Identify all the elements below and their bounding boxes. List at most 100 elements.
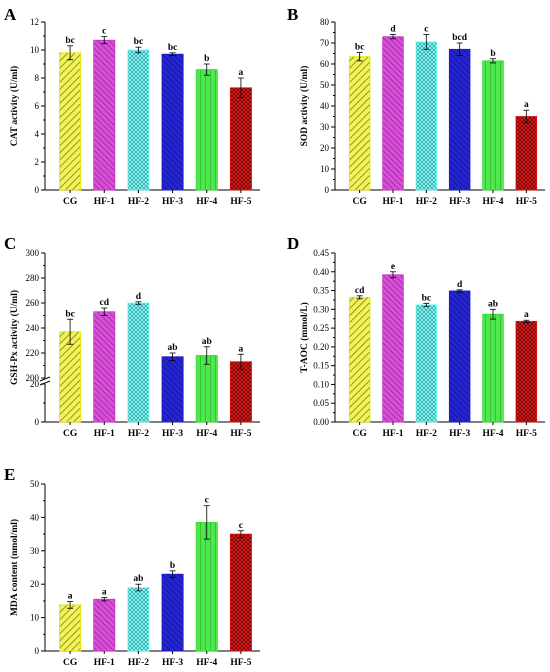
y-tick-label: 0.40 [313, 267, 329, 277]
significance-label: a [524, 310, 529, 320]
y-tick-label: 12 [30, 17, 39, 27]
panel-letter: A [4, 5, 17, 24]
y-tick-label: 0.15 [313, 361, 329, 371]
significance-label: a [239, 344, 244, 354]
bar-hf-1 [93, 311, 116, 423]
y-axis-label: SOD activity (U/ml) [299, 66, 310, 147]
significance-label: b [490, 49, 495, 59]
x-tick-label: CG [63, 429, 78, 439]
y-tick-label: 20 [30, 579, 40, 589]
significance-label: b [170, 561, 175, 571]
bar-hf-4 [195, 355, 218, 423]
y-tick-label: 0.20 [313, 342, 329, 352]
bar-cg [348, 56, 371, 191]
x-tick-label: HF-4 [482, 429, 503, 439]
y-axis-label: GSH-Px activity (U/ml) [9, 290, 20, 385]
y-tick-label: 0.45 [313, 248, 329, 258]
y-tick-label: 40 [30, 512, 40, 522]
bar-cg [59, 52, 82, 191]
y-tick-label: 10 [30, 45, 40, 55]
x-tick-label: HF-1 [94, 429, 115, 439]
x-tick-label: HF-2 [128, 197, 149, 207]
significance-label: bc [65, 36, 75, 46]
panel-d: 0.00 0.05 0.10 0.15 0.20 0.25 0.30 0.35 0.40 0.45… [287, 234, 545, 439]
bar-hf-3 [448, 290, 471, 423]
significance-label: bc [168, 43, 178, 53]
axis-break-mark [39, 376, 51, 382]
bar-hf-2 [127, 587, 150, 652]
y-tick-label: 6 [35, 101, 40, 111]
significance-label: e [391, 262, 395, 272]
bar-cg [59, 331, 82, 423]
x-tick-label: HF-2 [128, 429, 149, 439]
y-tick-label: 20 [320, 143, 330, 153]
y-tick-label: 50 [320, 80, 330, 90]
y-tick-label: 0.10 [313, 379, 329, 389]
significance-label: c [424, 25, 428, 35]
significance-label: cd [355, 286, 365, 296]
bar-hf-2 [415, 304, 438, 423]
x-tick-label: HF-4 [196, 197, 217, 207]
significance-label: c [239, 521, 243, 531]
x-tick-label: CG [63, 197, 78, 207]
y-tick-label: 30 [30, 546, 40, 556]
x-tick-label: HF-5 [230, 429, 251, 439]
significance-label: ab [168, 343, 178, 353]
y-tick-label: 50 [30, 479, 40, 489]
significance-label: a [524, 100, 529, 110]
y-axis-label: CAT activity (U/ml) [9, 66, 20, 146]
x-tick-label: HF-4 [482, 197, 503, 207]
x-tick-label: HF-3 [449, 197, 470, 207]
y-tick-label: 0.30 [313, 304, 329, 314]
x-tick-label: HF-3 [162, 658, 183, 668]
y-axis-label: MDA content (nmol/ml) [9, 519, 20, 616]
y-tick-label: 10 [320, 164, 330, 174]
bar-hf-3 [161, 573, 184, 652]
significance-label: ab [488, 299, 498, 309]
x-tick-label: HF-3 [162, 197, 183, 207]
y-tick-label: 0 [35, 417, 40, 427]
x-tick-label: HF-1 [382, 197, 403, 207]
y-tick-label: 0 [35, 646, 40, 656]
x-tick-label: HF-5 [516, 197, 537, 207]
y-tick-label: 40 [320, 101, 330, 111]
y-tick-label: 220 [26, 348, 40, 358]
y-tick-label: 4 [35, 129, 40, 139]
panel-letter: C [4, 234, 16, 253]
bar-hf-2 [415, 41, 438, 191]
y-tick-label: 0 [35, 185, 40, 195]
y-tick-label: 2 [35, 157, 40, 167]
bar-hf-3 [161, 53, 184, 191]
y-tick-label: 70 [320, 38, 330, 48]
significance-label: cd [100, 298, 110, 308]
x-tick-label: HF-1 [94, 658, 115, 668]
significance-label: bcd [452, 33, 468, 43]
significance-label: bc [134, 37, 144, 47]
bar-cg [348, 296, 371, 423]
x-tick-label: CG [353, 429, 368, 439]
significance-label: ab [133, 574, 143, 584]
y-tick-label: 200 [26, 373, 40, 383]
bar-hf-3 [161, 356, 184, 423]
significance-label: b [204, 54, 209, 64]
x-tick-label: CG [63, 658, 78, 668]
x-tick-label: HF-1 [94, 197, 115, 207]
significance-label: bc [65, 309, 75, 319]
significance-label: bc [422, 293, 432, 303]
panel-letter: D [287, 234, 299, 253]
significance-label: a [239, 68, 244, 78]
x-tick-label: HF-2 [128, 658, 149, 668]
x-tick-label: HF-2 [416, 197, 437, 207]
x-tick-label: CG [353, 197, 368, 207]
significance-label: bc [355, 42, 365, 52]
bar-hf-2 [127, 49, 150, 191]
y-tick-label: 8 [35, 73, 40, 83]
significance-label: ab [202, 337, 212, 347]
y-tick-label: 280 [26, 273, 40, 283]
y-tick-label: 0 [325, 185, 330, 195]
bar-hf-1 [382, 274, 404, 423]
x-tick-label: HF-3 [162, 429, 183, 439]
